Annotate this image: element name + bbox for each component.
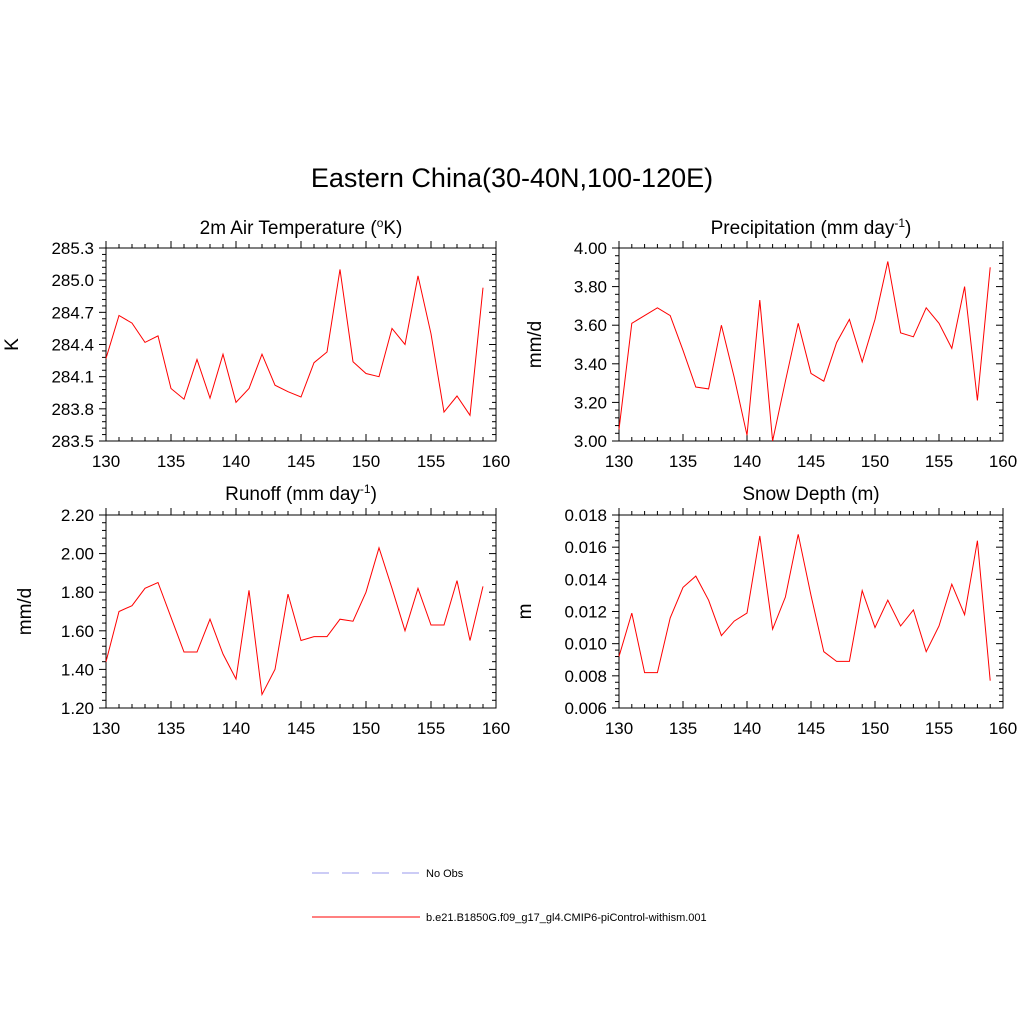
y-tick-label: 1.60 bbox=[61, 622, 94, 641]
x-tick-label: 130 bbox=[92, 452, 120, 471]
x-tick-label: 150 bbox=[352, 719, 380, 738]
panel-title-part: o bbox=[377, 216, 384, 230]
series-line bbox=[105, 269, 484, 417]
panel-precipitation: Precipitation (mm day-1) mm/d 130 135 140 145… bbox=[525, 216, 1017, 471]
y-tick-label: 3.20 bbox=[574, 393, 607, 412]
y-tick-label: 3.40 bbox=[574, 355, 607, 374]
y-tick-label: 284.1 bbox=[51, 368, 94, 387]
y-tick-label: 0.016 bbox=[564, 538, 607, 557]
series-line bbox=[105, 546, 484, 697]
main-title: Eastern China(30-40N,100-120E) bbox=[310, 163, 714, 193]
y-tick-label: 0.008 bbox=[564, 667, 607, 686]
x-tick-label: 160 bbox=[989, 452, 1017, 471]
x-tick-label: 155 bbox=[417, 719, 445, 738]
y-tick-label: 285.3 bbox=[51, 239, 94, 258]
panel-title-part: Snow Depth (m) bbox=[742, 484, 879, 505]
x-tick-label: 155 bbox=[925, 452, 953, 471]
panel-air-temperature: 2m Air Temperature (oK) K 130 135 140 145 150 1… bbox=[2, 216, 510, 471]
x-tick-label: 160 bbox=[482, 452, 510, 471]
series-line bbox=[618, 534, 991, 681]
panel-title: 2m Air Temperature (oK) bbox=[200, 216, 403, 239]
x-tick-label: 160 bbox=[989, 719, 1017, 738]
y-tick-label: 285.0 bbox=[51, 271, 94, 290]
plot-frame bbox=[105, 514, 497, 709]
x-tick-label: 145 bbox=[287, 719, 315, 738]
y-tick-label: 0.012 bbox=[564, 603, 607, 622]
panel-snow-depth: Snow Depth (m) m 130 135 140 145 150 155 160 0.00… bbox=[515, 484, 1017, 738]
y-tick-label: 0.010 bbox=[564, 635, 607, 654]
panel-title-part: ) bbox=[905, 218, 911, 239]
legend: No Obs b.e21.B1850G.f09_g17_gl4.CMIP6-piC… bbox=[312, 868, 707, 924]
x-tick-label: 140 bbox=[733, 452, 761, 471]
x-tick-label: 160 bbox=[482, 719, 510, 738]
y-tick-label: 0.018 bbox=[564, 506, 607, 525]
y-axis-label: m bbox=[515, 604, 536, 620]
x-tick-label: 155 bbox=[925, 719, 953, 738]
x-tick-label: 150 bbox=[861, 719, 889, 738]
y-tick-label: 283.8 bbox=[51, 400, 94, 419]
legend-label: b.e21.B1850G.f09_g17_gl4.CMIP6-piControl… bbox=[426, 912, 707, 924]
y-tick-label: 0.006 bbox=[564, 699, 607, 718]
x-tick-label: 130 bbox=[605, 719, 633, 738]
y-tick-label: 4.00 bbox=[574, 239, 607, 258]
y-tick-label: 2.00 bbox=[61, 545, 94, 564]
x-tick-label: 135 bbox=[157, 452, 185, 471]
panel-title: Snow Depth (m) bbox=[742, 484, 879, 505]
y-tick-label: 3.60 bbox=[574, 316, 607, 335]
plot-frame bbox=[618, 247, 1004, 442]
y-tick-label: 2.20 bbox=[61, 506, 94, 525]
x-tick-label: 140 bbox=[222, 452, 250, 471]
x-tick-label: 135 bbox=[669, 452, 697, 471]
y-tick-label: 0.014 bbox=[564, 570, 607, 589]
panel-title-part: 2m Air Temperature ( bbox=[200, 218, 378, 239]
y-axis-label: mm/d bbox=[525, 321, 546, 369]
y-tick-label: 1.80 bbox=[61, 583, 94, 602]
x-tick-label: 145 bbox=[287, 452, 315, 471]
y-axis-label: K bbox=[2, 338, 23, 351]
x-tick-label: 145 bbox=[797, 719, 825, 738]
x-tick-label: 140 bbox=[733, 719, 761, 738]
y-tick-label: 1.40 bbox=[61, 660, 94, 679]
panel-title-part: Runoff (mm day bbox=[225, 484, 360, 505]
x-tick-label: 135 bbox=[669, 719, 697, 738]
panel-title-part: ) bbox=[371, 484, 377, 505]
y-tick-label: 284.4 bbox=[51, 336, 94, 355]
x-tick-label: 150 bbox=[352, 452, 380, 471]
x-tick-label: 145 bbox=[797, 452, 825, 471]
legend-label: No Obs bbox=[426, 868, 464, 880]
y-tick-label: 283.5 bbox=[51, 432, 94, 451]
plot-frame bbox=[618, 514, 1004, 709]
panel-title: Precipitation (mm day-1) bbox=[711, 216, 912, 239]
series-line bbox=[618, 261, 991, 442]
y-tick-label: 3.00 bbox=[574, 432, 607, 451]
panel-title-part: Precipitation (mm day bbox=[711, 218, 895, 239]
x-tick-label: 130 bbox=[92, 719, 120, 738]
panel-title-part: -1 bbox=[894, 216, 905, 230]
panel-runoff: Runoff (mm day-1) mm/d 130 135 140 145 150 155 1… bbox=[15, 482, 510, 738]
x-tick-label: 150 bbox=[861, 452, 889, 471]
x-tick-label: 155 bbox=[417, 452, 445, 471]
x-tick-label: 140 bbox=[222, 719, 250, 738]
panel-title-part: -1 bbox=[360, 482, 371, 496]
plot-frame bbox=[105, 247, 497, 442]
panel-title: Runoff (mm day-1) bbox=[225, 482, 377, 505]
y-tick-label: 3.80 bbox=[574, 278, 607, 297]
y-tick-label: 284.7 bbox=[51, 303, 94, 322]
y-tick-label: 1.20 bbox=[61, 699, 94, 718]
x-tick-label: 135 bbox=[157, 719, 185, 738]
x-tick-label: 130 bbox=[605, 452, 633, 471]
y-axis-label: mm/d bbox=[15, 588, 36, 636]
panel-title-part: K) bbox=[383, 218, 402, 239]
